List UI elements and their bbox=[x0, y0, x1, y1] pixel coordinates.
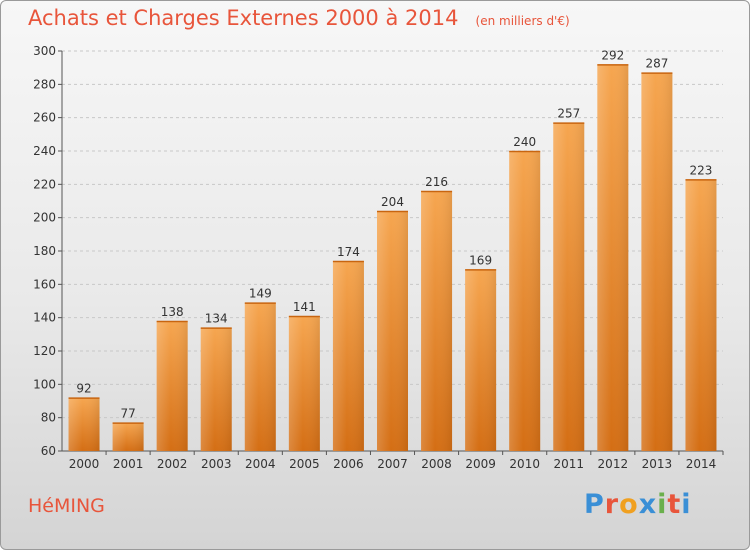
y-tick-label: 60 bbox=[41, 444, 56, 458]
x-tick-label-2005: 2005 bbox=[289, 457, 320, 471]
bar-shine-2000 bbox=[68, 397, 100, 451]
y-tick-label: 280 bbox=[33, 77, 56, 91]
bar-shine-2008 bbox=[421, 191, 453, 451]
bar-shine-2001 bbox=[112, 422, 144, 451]
brand-letter: x bbox=[638, 489, 658, 520]
data-label-2012: 292 bbox=[601, 48, 624, 62]
data-label-2013: 287 bbox=[645, 57, 668, 71]
x-tick-label-2004: 2004 bbox=[245, 457, 276, 471]
x-tick-label-2002: 2002 bbox=[157, 457, 188, 471]
bar-shine-2010 bbox=[509, 151, 541, 451]
bar-shine-2003 bbox=[200, 327, 232, 451]
x-tick-label-2007: 2007 bbox=[377, 457, 408, 471]
x-tick-label-2014: 2014 bbox=[686, 457, 717, 471]
y-tick-label: 160 bbox=[33, 277, 56, 291]
y-tick-label: 260 bbox=[33, 111, 56, 125]
data-label-2001: 77 bbox=[120, 407, 135, 421]
x-tick-label-2012: 2012 bbox=[598, 457, 629, 471]
brand-letter: t bbox=[667, 489, 682, 520]
x-tick-label-2010: 2010 bbox=[509, 457, 540, 471]
data-label-2011: 257 bbox=[557, 107, 580, 121]
data-label-2003: 134 bbox=[205, 312, 228, 326]
y-tick-label: 100 bbox=[33, 377, 56, 391]
y-tick-label: 220 bbox=[33, 177, 56, 191]
x-tick-label-2011: 2011 bbox=[553, 457, 584, 471]
bar-shine-2009 bbox=[465, 269, 497, 451]
bar-layer: 92 77 138 134 149 141 174 204 216 169 240 257 292 287… bbox=[68, 48, 717, 452]
y-tick-label: 140 bbox=[33, 311, 56, 325]
data-label-2006: 174 bbox=[337, 245, 360, 259]
brand-letter: P bbox=[584, 489, 605, 520]
brand-letter: o bbox=[619, 489, 639, 520]
x-tick-label-2006: 2006 bbox=[333, 457, 364, 471]
bar-shine-2005 bbox=[288, 316, 320, 451]
data-label-2014: 223 bbox=[690, 163, 713, 177]
data-label-2010: 240 bbox=[513, 135, 536, 149]
data-label-2007: 204 bbox=[381, 195, 404, 209]
x-tick-label-2001: 2001 bbox=[113, 457, 144, 471]
axis-layer: 60 80 100 120 140 160 180 200 220 240 260 280 300 200… bbox=[33, 44, 724, 471]
y-tick-label: 200 bbox=[33, 211, 56, 225]
bar-shine-2006 bbox=[332, 261, 364, 451]
data-label-2004: 149 bbox=[249, 287, 272, 301]
brand-letter: r bbox=[604, 489, 620, 520]
bar-shine-2004 bbox=[244, 302, 276, 451]
bar-shine-2011 bbox=[553, 122, 585, 452]
town-name: HéMING bbox=[28, 495, 105, 517]
x-tick-label-2013: 2013 bbox=[642, 457, 673, 471]
bar-shine-2012 bbox=[597, 64, 629, 452]
brand-letter: i bbox=[657, 489, 668, 520]
y-tick-label: 120 bbox=[33, 344, 56, 358]
data-label-2002: 138 bbox=[161, 305, 184, 319]
x-tick-label-2009: 2009 bbox=[465, 457, 496, 471]
y-tick-label: 300 bbox=[33, 44, 56, 58]
x-tick-label-2008: 2008 bbox=[421, 457, 452, 471]
chart-unit: (en milliers d'€) bbox=[475, 14, 570, 28]
data-label-2009: 169 bbox=[469, 253, 492, 267]
y-tick-label: 80 bbox=[41, 411, 56, 425]
bar-shine-2007 bbox=[377, 211, 408, 451]
data-label-2008: 216 bbox=[425, 175, 448, 189]
y-tick-label: 180 bbox=[33, 244, 56, 258]
bar-shine-2014 bbox=[685, 179, 717, 452]
data-label-2000: 92 bbox=[76, 382, 91, 396]
brand-letter: i bbox=[681, 489, 692, 520]
x-tick-label-2003: 2003 bbox=[201, 457, 232, 471]
data-label-2005: 141 bbox=[293, 300, 316, 314]
brand-logo: Proxiti bbox=[584, 489, 692, 520]
title-row: Achats et Charges Externes 2000 à 2014 (… bbox=[28, 6, 570, 30]
x-tick-label-2000: 2000 bbox=[69, 457, 100, 471]
bar-shine-2002 bbox=[156, 321, 188, 451]
bar-shine-2013 bbox=[641, 72, 673, 452]
y-tick-label: 240 bbox=[33, 144, 56, 158]
chart-title: Achats et Charges Externes 2000 à 2014 bbox=[28, 6, 459, 30]
